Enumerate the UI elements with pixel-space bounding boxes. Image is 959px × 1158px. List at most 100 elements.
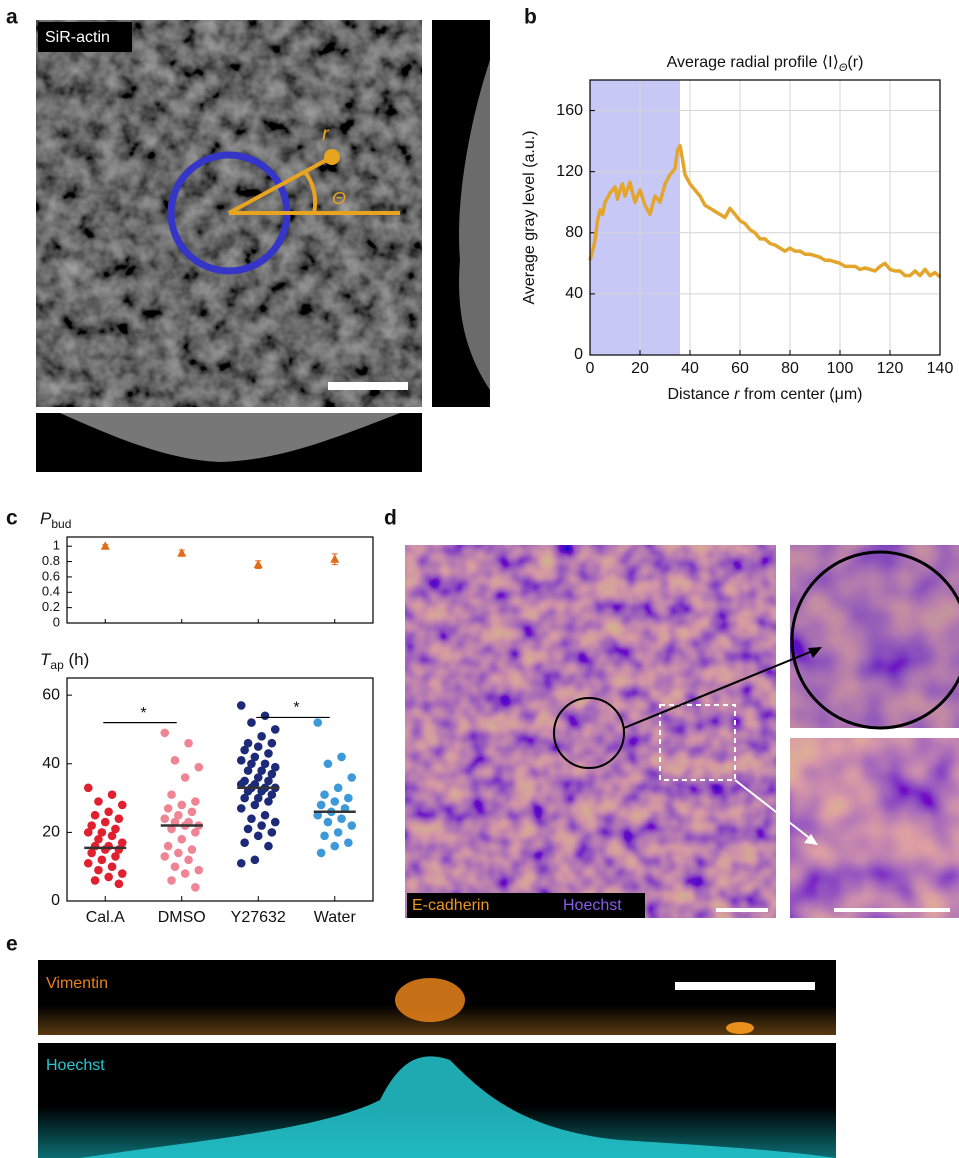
data-point <box>317 849 326 858</box>
data-point <box>261 811 270 820</box>
y-tick-label: 0.4 <box>42 584 60 599</box>
stain-label: E-cadherin <box>412 897 489 914</box>
data-point <box>240 838 249 847</box>
data-point <box>254 742 263 751</box>
chart-title-part: Average radial profile ⟨I⟩ <box>667 54 839 71</box>
x-tick-label: 20 <box>631 360 649 377</box>
data-point <box>257 821 266 830</box>
data-point <box>104 808 113 817</box>
data-point <box>240 746 249 755</box>
inset-2-overlay <box>790 738 959 918</box>
panel-label: d <box>384 507 397 530</box>
data-point <box>271 725 280 734</box>
data-point <box>164 804 173 813</box>
data-point <box>264 749 273 758</box>
x-tick-label: 60 <box>731 360 749 377</box>
data-point <box>237 859 246 868</box>
data-point <box>87 849 96 858</box>
data-point <box>84 828 93 837</box>
data-point <box>257 732 266 741</box>
data-point <box>254 832 263 841</box>
data-point <box>171 862 180 871</box>
data-point <box>164 842 173 851</box>
data-point <box>184 856 193 865</box>
data-point <box>194 866 203 875</box>
data-point <box>177 801 186 810</box>
data-point <box>240 794 249 803</box>
hoechst-overlay <box>405 545 776 918</box>
data-point <box>188 845 197 854</box>
data-point <box>347 821 356 830</box>
data-point <box>247 814 256 823</box>
data-point <box>337 753 346 762</box>
x-axis-label: Distance r from center (μm) <box>667 386 862 403</box>
y-axis-label: Average gray level (a.u.) <box>521 130 538 304</box>
data-point <box>271 818 280 827</box>
y-tick-label: 120 <box>556 163 583 180</box>
data-point <box>188 808 197 817</box>
data-point <box>324 818 333 827</box>
data-point <box>181 869 190 878</box>
y-axis-label-part: P <box>40 509 52 528</box>
data-point <box>334 783 343 792</box>
data-point <box>344 794 353 803</box>
x-tick-label: 80 <box>781 360 799 377</box>
x-tick-label: Cal.A <box>86 909 125 926</box>
data-point <box>313 718 322 727</box>
chart-title-part: (r) <box>847 54 863 71</box>
x-tick-label: Water <box>314 909 357 926</box>
panel-label: b <box>524 6 537 29</box>
y-axis-label-part: bud <box>51 517 71 531</box>
x-tick-label: Y27632 <box>231 909 286 926</box>
data-point <box>108 790 117 799</box>
data-point <box>181 773 190 782</box>
y-tick-label: 0.2 <box>42 599 60 614</box>
theta-label: Θ <box>332 188 346 208</box>
data-point <box>108 832 117 841</box>
y-tick-label: 40 <box>565 285 583 302</box>
data-point <box>118 801 127 810</box>
data-point <box>344 838 353 847</box>
stain-label: Hoechst <box>563 897 622 914</box>
y-tick-label: 80 <box>565 224 583 241</box>
data-point <box>98 856 107 865</box>
radius-end <box>324 149 340 165</box>
vimentin-signal <box>726 1022 754 1034</box>
y-axis-label-part: (h) <box>64 650 90 669</box>
x-tick-label: 40 <box>681 360 699 377</box>
data-point <box>84 783 93 792</box>
data-point <box>334 828 343 837</box>
data-point <box>268 828 277 837</box>
y-tick-label: 0 <box>51 892 60 909</box>
data-point <box>160 814 169 823</box>
data-point <box>337 814 346 823</box>
data-point <box>251 801 260 810</box>
stain-label: SiR-actin <box>45 29 110 46</box>
data-point <box>320 832 329 841</box>
chart-title: Average radial profile ⟨I⟩Θ(r) <box>667 54 864 74</box>
data-point <box>118 869 127 878</box>
y-tick-label: 0 <box>574 346 583 363</box>
data-point <box>324 759 333 768</box>
y-tick-label: 1 <box>53 538 60 553</box>
data-point <box>268 739 277 748</box>
data-point <box>264 797 273 806</box>
data-point <box>104 873 113 882</box>
data-point <box>247 718 256 727</box>
data-point <box>237 804 246 813</box>
y-tick-label: 60 <box>42 686 60 703</box>
y-tick-label: 0.6 <box>42 568 60 583</box>
data-point <box>244 766 253 775</box>
data-point <box>184 739 193 748</box>
panel-label: c <box>6 507 18 530</box>
data-point <box>160 729 169 738</box>
panel-label: a <box>6 6 18 29</box>
stain-label: Hoechst <box>46 1057 105 1074</box>
stain-label: Vimentin <box>46 975 108 992</box>
x-tick-label: 0 <box>586 360 595 377</box>
data-point <box>237 701 246 710</box>
data-point <box>330 842 339 851</box>
significance-label: * <box>293 700 299 717</box>
y-tick-label: 0.8 <box>42 553 60 568</box>
y-axis-label-part: ap <box>50 658 64 672</box>
